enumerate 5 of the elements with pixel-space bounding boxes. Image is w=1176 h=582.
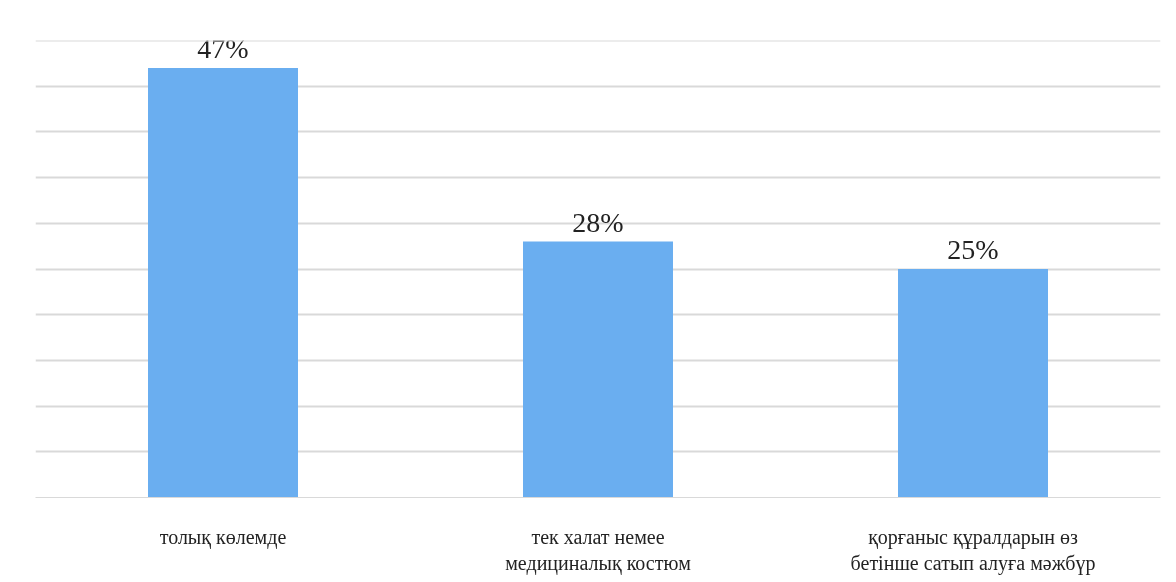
- x-tick-label: қорғаныс құралдарын өз бетінше сатып алуға мәжбүр: [850, 525, 1096, 575]
- x-tick-label: тек халат немее медициналық костюм: [505, 525, 692, 575]
- data-label: 25%: [947, 234, 999, 265]
- x-tick-label: толық көлемде: [159, 525, 287, 549]
- data-label: 28%: [572, 206, 624, 238]
